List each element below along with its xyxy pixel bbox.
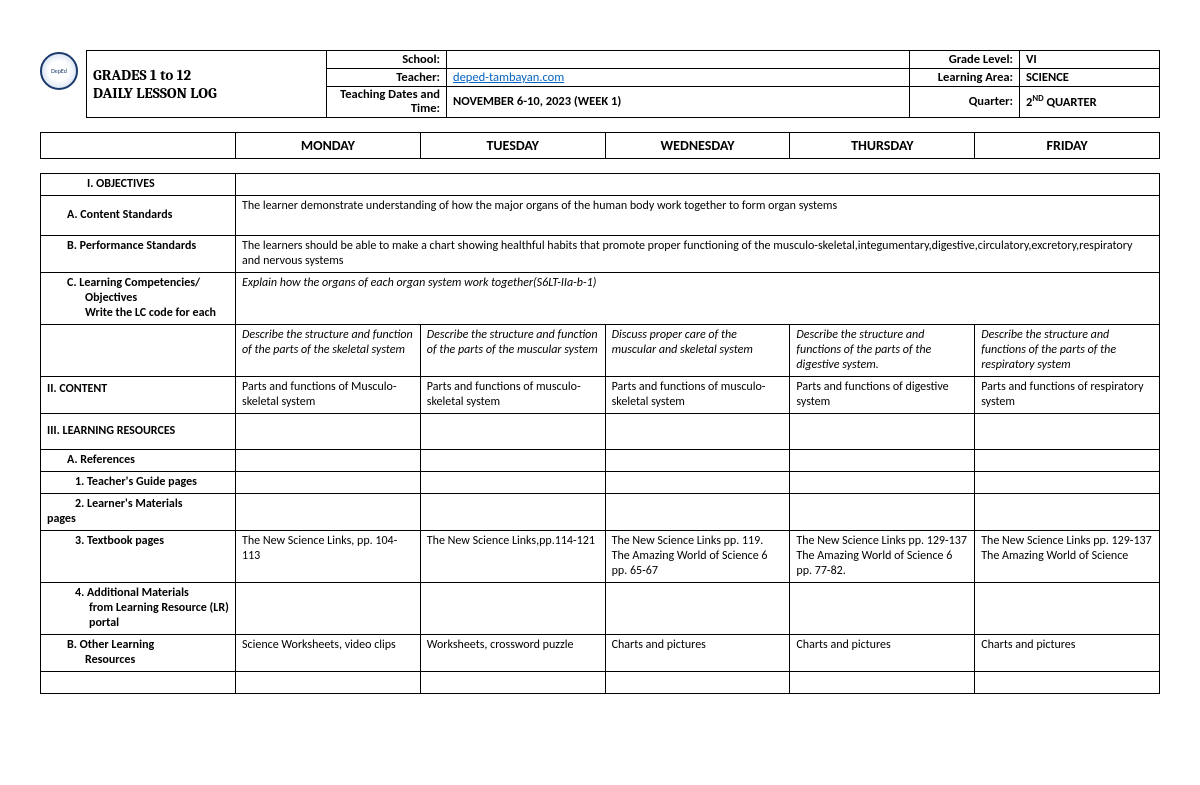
lc-fri: Describe the structure and functions of … [975, 324, 1160, 376]
row-content: II. CONTENT Parts and functions of Muscu… [41, 376, 1160, 413]
quarter-value: 2ND QUARTER [1020, 87, 1160, 118]
textbook-fri: The New Science Links pp. 129-137 The Am… [975, 530, 1160, 582]
row-textbook: 3. Textbook pages The New Science Links,… [41, 530, 1160, 582]
day-wednesday: WEDNESDAY [605, 132, 790, 158]
lc-text: Explain how the organs of each organ sys… [236, 272, 1160, 324]
day-friday: FRIDAY [975, 132, 1160, 158]
lc-thu: Describe the structure and functions of … [790, 324, 975, 376]
row-other: B. Other Learning Resources Science Work… [41, 634, 1160, 671]
other-mon: Science Worksheets, video clips [236, 634, 421, 671]
lc-mon: Describe the structure and function of t… [236, 324, 421, 376]
content-thu: Parts and functions of digestive system [790, 376, 975, 413]
lc-label: C. Learning Competencies/ Objectives Wri… [41, 272, 236, 324]
textbook-tue: The New Science Links,pp.114-121 [420, 530, 605, 582]
teacher-label: Teacher: [327, 69, 447, 87]
lesson-table: I. OBJECTIVES A. Content Standards The l… [40, 173, 1160, 694]
quarter-label: Quarter: [910, 87, 1020, 118]
teacher-link[interactable]: deped-tambayan.com [453, 70, 564, 85]
row-learning-resources: III. LEARNING RESOURCES [41, 413, 1160, 449]
day-tuesday: TUESDAY [420, 132, 605, 158]
quarter-suffix: QUARTER [1044, 95, 1097, 110]
area-label: Learning Area: [910, 69, 1020, 87]
additional-label: 4. Additional Materials from Learning Re… [41, 582, 236, 634]
grade-label: Grade Level: [910, 51, 1020, 69]
row-blank [41, 671, 1160, 693]
perf-standards-label: B. Performance Standards [41, 235, 236, 272]
row-content-standards: A. Content Standards The learner demonst… [41, 195, 1160, 235]
quarter-ord: ND [1032, 94, 1043, 104]
content-standards-text: The learner demonstrate understanding of… [236, 195, 1160, 235]
perf-standards-text: The learners should be able to make a ch… [236, 235, 1160, 272]
lr-wed [605, 413, 790, 449]
header-block: DepEd GRADES 1 to 12 DAILY LESSON LOG Sc… [40, 50, 1160, 118]
lm-label: 2. Learner's Materialspages [41, 493, 236, 530]
school-value [447, 51, 910, 69]
tg-label: 1. Teacher's Guide pages [41, 471, 236, 493]
textbook-wed: The New Science Links pp. 119. The Amazi… [605, 530, 790, 582]
content-standards-label: A. Content Standards [41, 195, 236, 235]
content-mon: Parts and functions of Musculo-skeletal … [236, 376, 421, 413]
lc-tue: Describe the structure and function of t… [420, 324, 605, 376]
area-value: SCIENCE [1020, 69, 1160, 87]
textbook-mon: The New Science Links, pp. 104-113 [236, 530, 421, 582]
objectives-label: I. OBJECTIVES [41, 173, 236, 195]
lr-tue [420, 413, 605, 449]
row-additional: 4. Additional Materials from Learning Re… [41, 582, 1160, 634]
other-thu: Charts and pictures [790, 634, 975, 671]
day-thursday: THURSDAY [790, 132, 975, 158]
textbook-label: 3. Textbook pages [41, 530, 236, 582]
lr-mon [236, 413, 421, 449]
row-objectives: I. OBJECTIVES [41, 173, 1160, 195]
title-line1: GRADES 1 to 12 [93, 66, 191, 84]
day-monday: MONDAY [236, 132, 421, 158]
lr-thu [790, 413, 975, 449]
row-tg: 1. Teacher's Guide pages [41, 471, 1160, 493]
textbook-thu: The New Science Links pp. 129-137 The Am… [790, 530, 975, 582]
other-tue: Worksheets, crossword puzzle [420, 634, 605, 671]
grade-value: VI [1020, 51, 1160, 69]
dates-value: NOVEMBER 6-10, 2023 (WEEK 1) [447, 87, 910, 118]
row-lc-daily: Describe the structure and function of t… [41, 324, 1160, 376]
objectives-cell [236, 173, 1160, 195]
lc-daily-blank [41, 324, 236, 376]
lr-fri [975, 413, 1160, 449]
days-blank [41, 132, 236, 158]
dates-label: Teaching Dates andTime: [327, 87, 447, 118]
row-learning-comp: C. Learning Competencies/ Objectives Wri… [41, 272, 1160, 324]
header-table: GRADES 1 to 12 DAILY LESSON LOG School: … [86, 50, 1160, 118]
school-label: School: [327, 51, 447, 69]
other-fri: Charts and pictures [975, 634, 1160, 671]
doc-title: GRADES 1 to 12 DAILY LESSON LOG [87, 51, 327, 118]
content-tue: Parts and functions of musculo-skeletal … [420, 376, 605, 413]
content-label: II. CONTENT [41, 376, 236, 413]
references-label: A. References [41, 449, 236, 471]
row-lm: 2. Learner's Materialspages [41, 493, 1160, 530]
row-perf-standards: B. Performance Standards The learners sh… [41, 235, 1160, 272]
content-wed: Parts and functions of musculo-skeletal … [605, 376, 790, 413]
deped-logo-icon: DepEd [40, 52, 78, 90]
lc-wed: Discuss proper care of the muscular and … [605, 324, 790, 376]
teacher-value: deped-tambayan.com [447, 69, 910, 87]
title-line2: DAILY LESSON LOG [93, 84, 217, 102]
row-references: A. References [41, 449, 1160, 471]
days-header-table: MONDAY TUESDAY WEDNESDAY THURSDAY FRIDAY [40, 132, 1160, 159]
resources-label: III. LEARNING RESOURCES [41, 413, 236, 449]
other-label: B. Other Learning Resources [41, 634, 236, 671]
other-wed: Charts and pictures [605, 634, 790, 671]
content-fri: Parts and functions of respiratory syste… [975, 376, 1160, 413]
